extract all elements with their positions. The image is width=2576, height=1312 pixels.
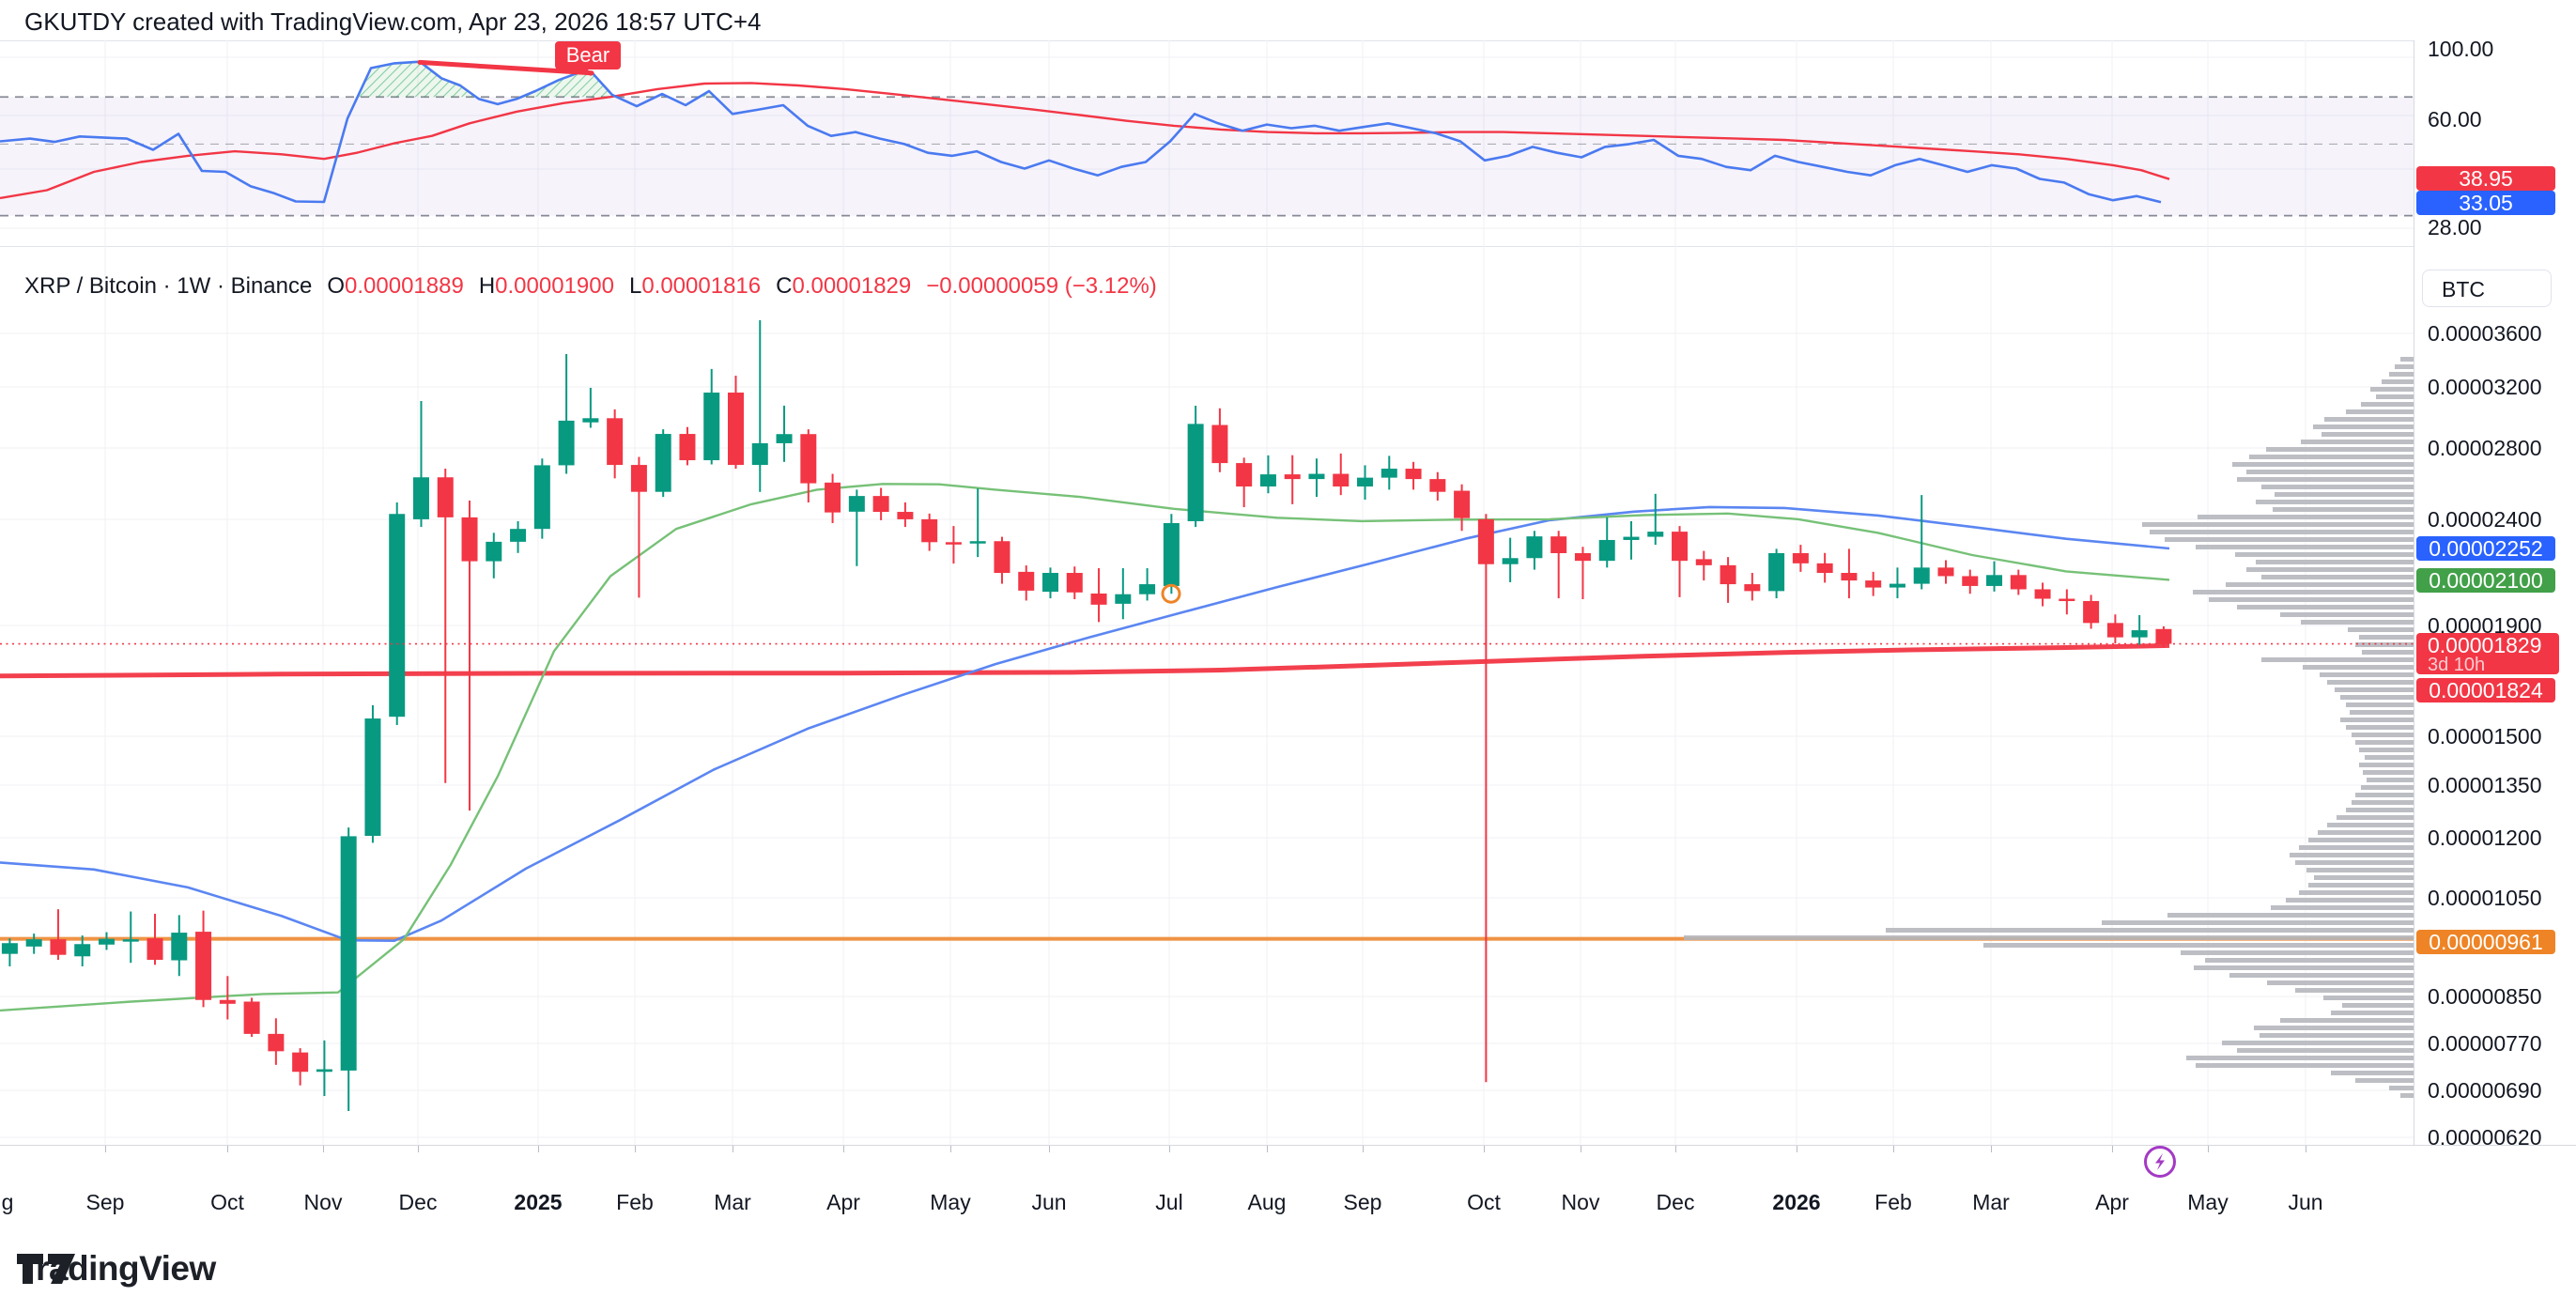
legend-open: O0.00001889	[327, 273, 464, 299]
price-scale-label: 0.00001050	[2428, 886, 2542, 910]
rsi-scale-label: 28.00	[2428, 215, 2482, 239]
legend-low: L0.00001816	[628, 273, 762, 299]
time-axis-label: Dec	[1656, 1190, 1695, 1214]
time-axis-label: Feb	[1874, 1190, 1912, 1214]
time-axis-label: Jul	[1155, 1190, 1183, 1214]
price-scale-label: 0.00001200	[2428, 826, 2542, 850]
price-scale-label: 0.00003200	[2428, 375, 2542, 399]
time-axis-tick	[323, 1146, 324, 1152]
price-level-badge: 0.00000961	[2416, 930, 2555, 954]
time-axis-label: May	[2187, 1190, 2229, 1214]
time-axis-tick	[2112, 1146, 2113, 1152]
time-axis-label: Sep	[85, 1190, 125, 1214]
time-axis-label: Feb	[616, 1190, 654, 1214]
price-scale-label: 0.00000690	[2428, 1078, 2542, 1103]
price-level-badge: 0.00001824	[2416, 678, 2555, 702]
time-axis-tick	[2208, 1146, 2209, 1152]
price-scale-label: 0.00002800	[2428, 436, 2542, 460]
time-axis-label: Apr	[826, 1190, 860, 1214]
price-scale-label: 0.00001350	[2428, 773, 2542, 797]
time-axis-tick	[1267, 1146, 1268, 1152]
legend-close: C0.00001829	[776, 273, 912, 299]
legend-high: H0.00001900	[478, 273, 614, 299]
time-axis-label: Sep	[1343, 1190, 1382, 1214]
price-level-badge: 0.00002252	[2416, 536, 2555, 561]
price-pane[interactable]	[0, 246, 2414, 1145]
price-scale-label: 0.00001500	[2428, 724, 2542, 749]
time-axis-tick	[105, 1146, 106, 1152]
svg-text:Bear: Bear	[566, 43, 609, 67]
time-axis-label: Nov	[303, 1190, 343, 1214]
lightning-bolt-icon[interactable]	[2143, 1145, 2177, 1179]
chart-attribution-title: GKUTDY created with TradingView.com, Apr…	[24, 8, 762, 36]
rsi-scale-label: 60.00	[2428, 107, 2482, 131]
price-scale-label: 0.00000850	[2428, 984, 2542, 1009]
time-axis-label: Mar	[1972, 1190, 2010, 1214]
time-axis-label: May	[930, 1190, 971, 1214]
symbol-legend[interactable]: XRP / Bitcoin · 1W · Binance O0.00001889…	[24, 273, 1157, 300]
time-axis-label: Dec	[398, 1190, 438, 1214]
time-axis-label: Aug	[1247, 1190, 1287, 1214]
bottom-bar: TradingView	[0, 1219, 2576, 1312]
time-axis-label: g	[1, 1190, 14, 1214]
pane-separator-middle[interactable]	[0, 246, 2576, 247]
time-axis-tick	[635, 1146, 636, 1152]
time-axis-label: 2026	[1772, 1190, 1821, 1214]
rsi-value-badge: 33.05	[2416, 191, 2555, 215]
rsi-value-badge: 38.95	[2416, 166, 2555, 191]
time-axis-label: Nov	[1561, 1190, 1600, 1214]
time-axis-tick	[538, 1146, 539, 1152]
time-axis-tick	[418, 1146, 419, 1152]
time-axis-label: Jun	[1031, 1190, 1067, 1214]
pane-separator-top	[0, 40, 2576, 41]
time-axis-label: Apr	[2095, 1190, 2129, 1214]
time-axis-tick	[227, 1146, 228, 1152]
time-axis-tick	[1363, 1146, 1364, 1152]
price-scale-label: 0.00000770	[2428, 1031, 2542, 1056]
current-price-badge: 0.00001829 3d 10h	[2416, 633, 2559, 674]
price-scale[interactable]: BTC 100.00 60.00 28.00 38.95 33.05 0.00003600…	[2414, 37, 2576, 1219]
time-axis-tick	[1049, 1146, 1050, 1152]
rsi-scale-label: 100.00	[2428, 37, 2494, 61]
time-axis-tick	[950, 1146, 951, 1152]
currency-unit-button[interactable]: BTC	[2422, 270, 2552, 307]
time-axis-label: Oct	[210, 1190, 244, 1214]
time-axis-label: Oct	[1467, 1190, 1501, 1214]
legend-change: −0.00000059 (−3.12%)	[926, 273, 1157, 299]
time-axis-tick	[1484, 1146, 1485, 1152]
price-level-badge: 0.00002100	[2416, 568, 2555, 593]
time-axis-label: Jun	[2288, 1190, 2323, 1214]
time-axis-tick	[1893, 1146, 1894, 1152]
price-scale-label: 0.00003600	[2428, 321, 2542, 346]
tradingview-logo[interactable]: TradingView	[17, 1249, 216, 1289]
time-axis-label: Mar	[714, 1190, 751, 1214]
time-axis-tick	[843, 1146, 844, 1152]
time-scale[interactable]: g Sep Oct Nov Dec 2025 Feb Mar Apr May Jun Jul Aug Se…	[0, 1145, 2576, 1221]
time-axis-tick	[1991, 1146, 1992, 1152]
time-axis-tick	[1675, 1146, 1676, 1152]
tradingview-logo-icon	[17, 1254, 75, 1284]
rsi-indicator-pane[interactable]: Bear	[0, 40, 2414, 246]
time-axis-tick	[1169, 1146, 1170, 1152]
time-axis-label: 2025	[514, 1190, 563, 1214]
symbol-description: XRP / Bitcoin · 1W · Binance	[24, 273, 313, 299]
price-scale-label: 0.00002400	[2428, 507, 2542, 532]
